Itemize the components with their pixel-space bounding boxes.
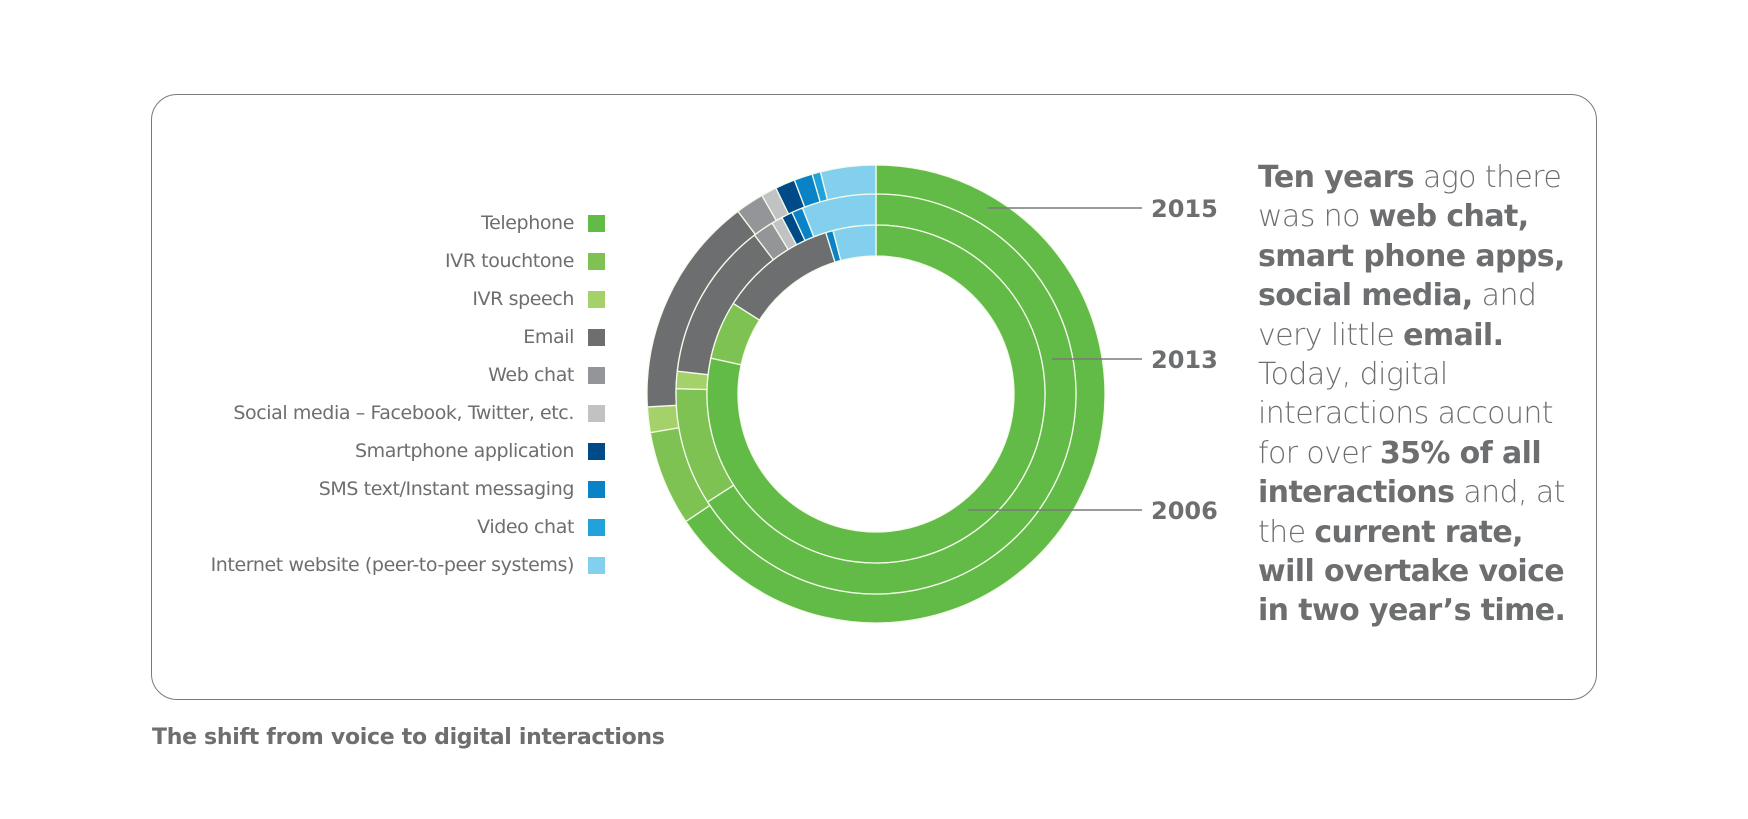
blurb-line: Today, digital	[1258, 355, 1588, 394]
blurb-line: social media, and	[1258, 276, 1588, 315]
blurb-text: the	[1258, 514, 1315, 550]
blurb-emphasis: Ten years	[1258, 160, 1415, 195]
blurb-emphasis: current rate,	[1314, 514, 1523, 550]
blurb-emphasis: email.	[1403, 317, 1504, 353]
blurb-line: Ten years ago there	[1258, 158, 1588, 197]
blurb-text: very little	[1258, 317, 1404, 353]
blurb-text: interactions account	[1258, 396, 1554, 432]
blurb-emphasis: web chat,	[1368, 199, 1529, 235]
blurb-emphasis: social media,	[1258, 278, 1473, 314]
blurb-line: was no web chat,	[1258, 197, 1588, 236]
blurb-emphasis: will overtake voice	[1258, 554, 1565, 590]
legend-item: Video chat	[477, 508, 605, 546]
donut-rings	[646, 164, 1106, 624]
blurb-emphasis: smart phone apps,	[1258, 238, 1565, 274]
year-label-2015: 2015	[1151, 195, 1218, 223]
legend-item: IVR touchtone	[445, 242, 605, 280]
blurb-emphasis: interactions	[1258, 475, 1455, 511]
year-label-2013: 2013	[1151, 346, 1218, 374]
donut-segment-2006-telephone	[706, 224, 1046, 564]
donut-segment-2006-internet-website-peer-to-peer-systems	[832, 224, 877, 262]
year-label-2006: 2006	[1151, 497, 1218, 525]
legend-label: IVR touchtone	[444, 250, 574, 272]
blurb-line: in two year’s time.	[1258, 591, 1588, 630]
blurb-text: and, at	[1454, 475, 1565, 511]
blurb-emphasis: in two year’s time.	[1258, 593, 1566, 629]
legend-item: Web chat	[488, 356, 605, 394]
legend-label: Telephone	[481, 212, 574, 234]
blurb-line: the current rate,	[1258, 513, 1588, 552]
legend-label: Internet website (peer-to-peer systems)	[210, 554, 575, 576]
legend-swatch	[588, 366, 605, 384]
blurb-text: for over	[1258, 435, 1380, 471]
legend-swatch	[588, 518, 605, 536]
year-leaders	[968, 207, 1142, 511]
legend-swatch	[588, 442, 605, 460]
legend-item: Telephone	[481, 204, 605, 242]
legend-swatch	[588, 480, 605, 498]
chart-caption: The shift from voice to digital interact…	[152, 725, 665, 750]
legend-label: Smartphone application	[355, 440, 574, 462]
blurb-text: Today, digital	[1258, 357, 1448, 393]
legend-label: SMS text/Instant messaging	[318, 478, 575, 500]
legend-swatch	[588, 252, 605, 270]
blurb-text: was no	[1258, 199, 1369, 235]
blurb-line: smart phone apps,	[1258, 237, 1588, 276]
legend-label: Video chat	[477, 516, 574, 538]
chart-frame	[151, 94, 1597, 700]
legend-swatch	[588, 214, 605, 232]
blurb-line: interactions account	[1258, 394, 1588, 433]
donut-segment-2015-ivr-speech	[646, 404, 680, 434]
legend-item: Smartphone application	[355, 432, 605, 470]
summary-blurb: Ten years ago there was no web chat, smart…	[1258, 158, 1588, 631]
legend-item: SMS text/Instant messaging	[319, 470, 605, 508]
legend-item: IVR speech	[472, 280, 605, 318]
blurb-line: very little email.	[1258, 316, 1588, 355]
legend-swatch	[588, 556, 605, 574]
legend-swatch	[588, 290, 605, 308]
legend-label: Social media – Facebook, Twitter, etc.	[233, 402, 574, 424]
legend-label: Email	[523, 326, 574, 348]
blurb-text: and	[1472, 278, 1537, 314]
legend-item: Email	[523, 318, 605, 356]
blurb-emphasis: 35% of all	[1379, 435, 1542, 471]
legend-swatch	[588, 404, 605, 422]
blurb-line: will overtake voice	[1258, 552, 1588, 591]
legend-label: IVR speech	[472, 288, 574, 310]
blurb-line: interactions and, at	[1258, 473, 1588, 512]
legend-swatch	[588, 328, 605, 346]
legend-label: Web chat	[488, 364, 574, 386]
legend-item: Social media – Facebook, Twitter, etc.	[233, 394, 605, 432]
blurb-text: ago there	[1414, 160, 1562, 195]
legend-item: Internet website (peer-to-peer systems)	[211, 546, 605, 584]
blurb-line: for over 35% of all	[1258, 434, 1588, 473]
